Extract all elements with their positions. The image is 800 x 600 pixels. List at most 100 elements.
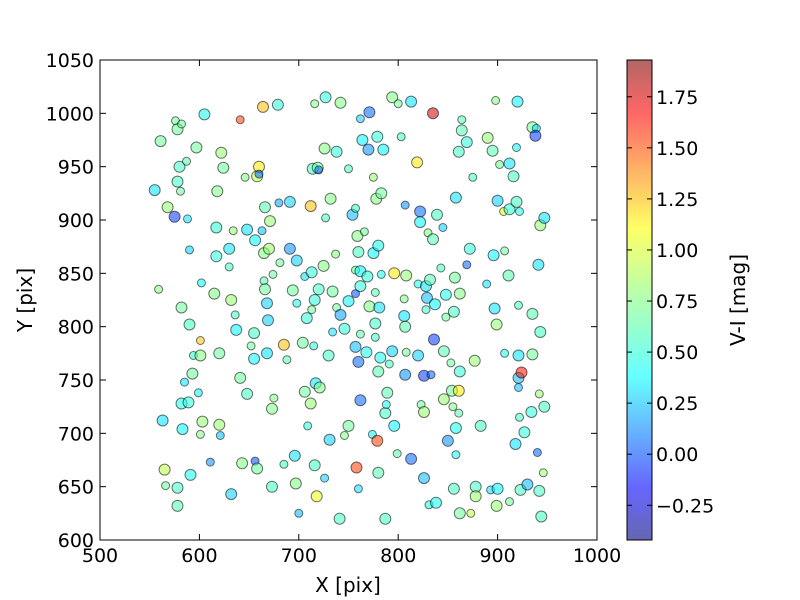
data-point — [379, 407, 392, 420]
colorbar-tick-label: 0.25 — [656, 393, 698, 415]
data-point — [361, 270, 374, 283]
data-point — [441, 312, 451, 322]
data-point — [195, 429, 205, 439]
x-tick-label: 500 — [82, 545, 118, 567]
data-point — [190, 141, 203, 154]
data-point — [318, 142, 331, 155]
data-point — [309, 341, 319, 351]
data-point — [275, 258, 285, 268]
data-point — [230, 323, 243, 336]
data-point — [175, 301, 188, 314]
data-point — [449, 422, 462, 434]
data-point — [490, 499, 503, 512]
data-point — [156, 414, 169, 427]
data-point — [381, 400, 391, 409]
y-axis: 600 650 700 750 800 850 900 950 1000 1050 — [46, 50, 597, 552]
data-point — [351, 289, 360, 299]
data-point — [514, 300, 523, 310]
data-point — [538, 468, 548, 478]
data-point — [371, 434, 384, 447]
data-point — [405, 95, 418, 108]
data-point — [158, 463, 171, 476]
data-point — [373, 301, 386, 314]
data-point — [538, 211, 551, 224]
data-point — [283, 242, 296, 255]
data-point — [257, 100, 269, 113]
data-point — [289, 477, 302, 490]
data-point — [340, 431, 349, 440]
x-tick-label: 1000 — [573, 545, 621, 567]
data-point — [268, 269, 278, 279]
data-point — [451, 450, 461, 460]
y-tick-label: 1050 — [46, 50, 94, 72]
data-point — [431, 208, 443, 221]
data-point — [173, 160, 186, 173]
data-point — [500, 348, 510, 358]
data-point — [446, 358, 456, 368]
colorbar-tick-label: −0.25 — [656, 495, 714, 517]
data-point — [386, 345, 399, 358]
data-point — [177, 119, 186, 129]
data-point — [319, 91, 332, 104]
data-point — [279, 459, 289, 469]
data-point — [488, 302, 501, 315]
data-point — [538, 400, 551, 413]
x-axis-label: X [pix] — [315, 573, 381, 597]
data-point — [370, 332, 380, 342]
data-point — [184, 468, 197, 481]
colorbar-tick-label: 0.00 — [656, 444, 698, 466]
data-point — [234, 371, 247, 384]
data-point — [342, 295, 355, 308]
data-point — [439, 288, 452, 301]
data-point — [452, 145, 465, 158]
data-point — [305, 266, 318, 279]
data-point — [427, 233, 439, 246]
data-point — [354, 280, 367, 293]
data-point — [368, 172, 378, 182]
data-point — [453, 365, 466, 378]
data-point — [399, 368, 412, 381]
data-point — [532, 258, 545, 271]
data-point — [401, 347, 411, 357]
data-point — [503, 157, 516, 170]
data-point — [511, 95, 524, 108]
data-point — [342, 419, 355, 432]
y-tick-label: 900 — [58, 210, 94, 232]
data-point — [324, 192, 337, 205]
data-point — [381, 386, 394, 399]
data-point — [310, 99, 320, 109]
data-point — [194, 349, 207, 362]
data-point — [405, 452, 418, 465]
plot-frame — [99, 59, 598, 541]
data-point — [161, 201, 174, 214]
y-tick-label: 850 — [58, 263, 94, 285]
data-point — [447, 305, 460, 318]
data-point — [288, 449, 301, 462]
data-point — [168, 210, 181, 223]
data-point — [491, 96, 501, 105]
data-point — [217, 161, 230, 174]
data-point — [412, 349, 425, 362]
data-point — [426, 370, 436, 380]
data-point — [259, 283, 271, 296]
data-point — [468, 354, 481, 367]
data-point — [290, 254, 303, 267]
data-point — [277, 338, 290, 351]
data-point — [304, 200, 317, 213]
data-point — [171, 175, 184, 188]
data-point — [518, 426, 531, 439]
data-point — [294, 508, 304, 518]
data-point — [356, 134, 369, 146]
data-point — [352, 355, 365, 368]
data-point — [411, 156, 424, 169]
data-point — [213, 418, 226, 431]
data-point — [344, 164, 353, 174]
data-point — [334, 96, 347, 109]
data-point — [400, 200, 410, 210]
colorbar-tick-label: 0.75 — [656, 291, 698, 313]
data-point — [388, 419, 401, 432]
data-point — [398, 310, 411, 322]
data-point — [248, 352, 261, 365]
y-axis-label: Y [pix] — [13, 268, 37, 333]
data-point — [308, 294, 321, 306]
